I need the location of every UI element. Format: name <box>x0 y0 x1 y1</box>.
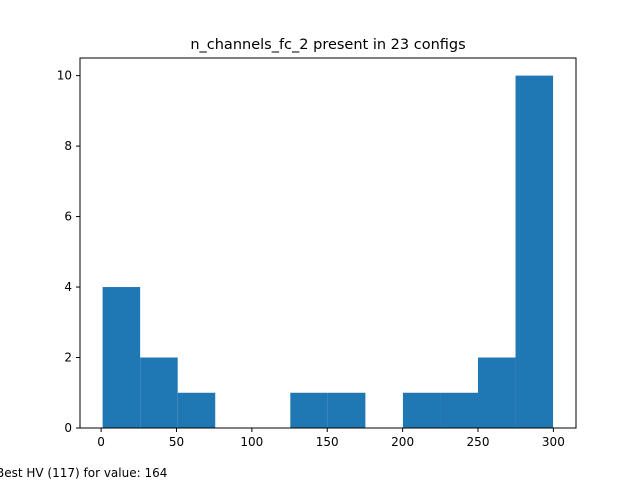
histogram-bar <box>327 392 366 428</box>
y-tick-label: 4 <box>64 280 72 294</box>
histogram-bar <box>140 357 178 428</box>
chart-title: n_channels_fc_2 present in 23 configs <box>190 37 465 53</box>
x-tick-label: 300 <box>542 435 565 449</box>
plot-frame <box>79 57 577 429</box>
bars-layer <box>102 75 554 428</box>
histogram-bar <box>402 392 441 428</box>
x-tick-label: 250 <box>467 435 490 449</box>
y-tick-label: 0 <box>64 421 72 435</box>
x-tick-label: 0 <box>97 435 105 449</box>
x-tick-label: 150 <box>316 435 339 449</box>
y-tick-label: 10 <box>57 69 72 83</box>
x-tick-label: 200 <box>391 435 414 449</box>
x-tick-label: 100 <box>240 435 263 449</box>
histogram-bar <box>102 287 141 428</box>
histogram-bar <box>478 357 516 428</box>
histogram-bar <box>177 392 216 428</box>
y-tick-label: 2 <box>64 351 72 365</box>
axes-layer: 0 50 100 150 200 250 300 0 2 4 6 8 10 <box>57 57 577 449</box>
histogram-bar <box>515 75 554 428</box>
histogram-bar <box>290 392 328 428</box>
histogram-bar <box>440 392 479 428</box>
best-hv-annotation: Best HV (117) for value: 164 <box>0 466 168 480</box>
y-tick-label: 8 <box>64 139 72 153</box>
y-tick-label: 6 <box>64 210 72 224</box>
x-tick-label: 50 <box>169 435 184 449</box>
